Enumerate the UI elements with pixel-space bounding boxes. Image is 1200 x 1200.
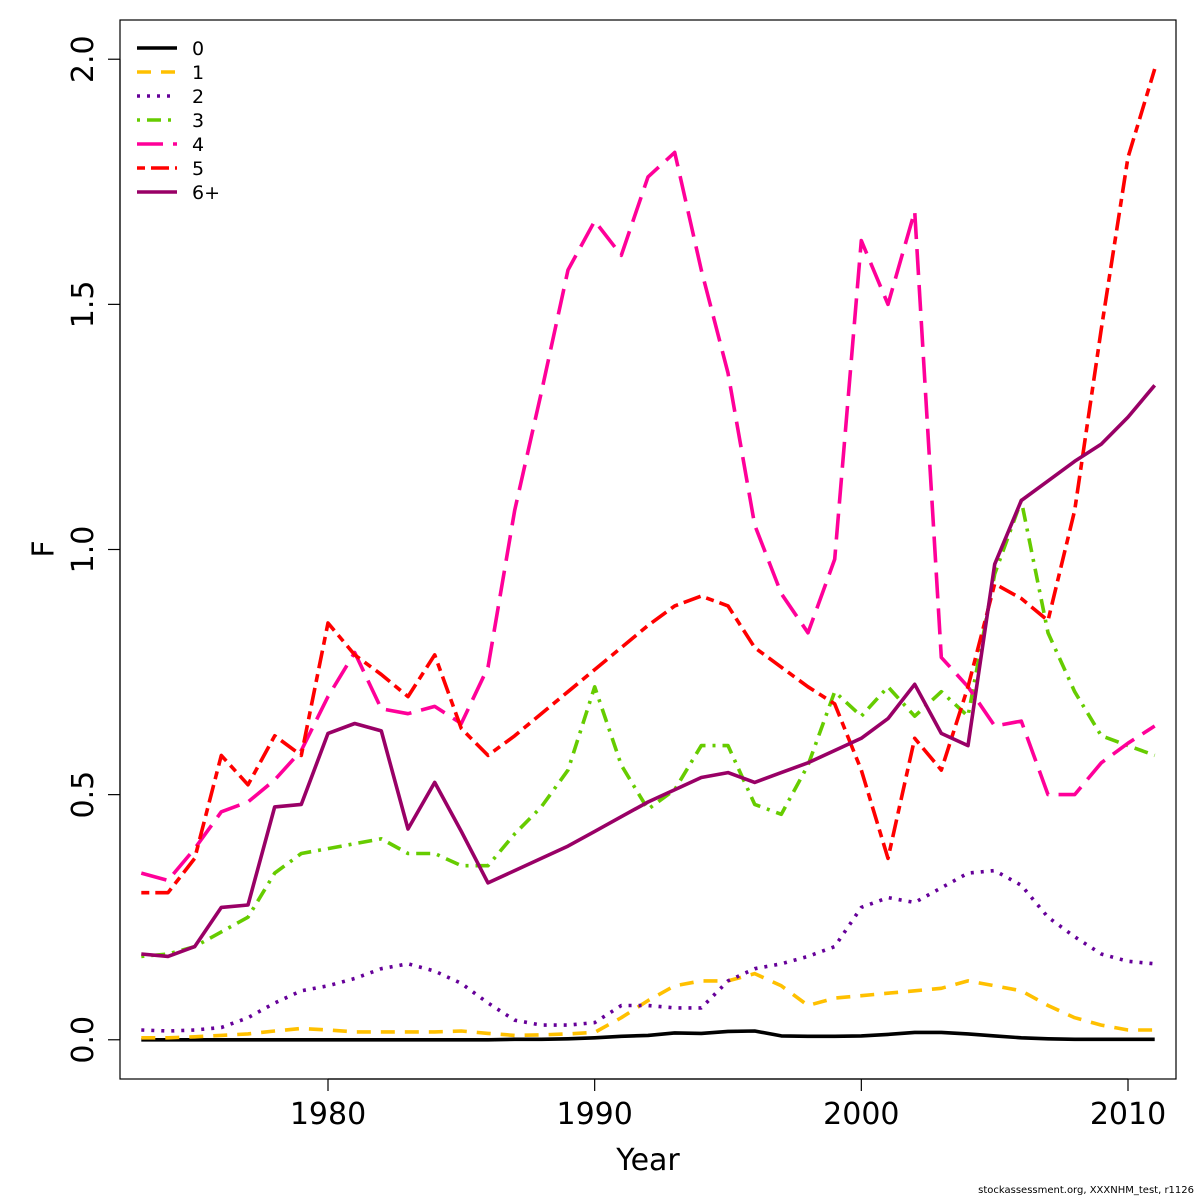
y-tick-label: 0.5 xyxy=(66,771,101,819)
legend-label: 0 xyxy=(192,38,204,60)
y-tick-label: 2.0 xyxy=(66,35,101,83)
series-line-3 xyxy=(141,498,1156,959)
legend-label: 4 xyxy=(192,134,204,156)
x-tick-label: 2010 xyxy=(1090,1097,1166,1132)
series-line-1 xyxy=(141,971,1155,1040)
series-line-4 xyxy=(140,150,1156,883)
footer-credit: stockassessment.org, XXXNHM_test, r1126 xyxy=(978,1185,1194,1196)
x-tick-label: 1990 xyxy=(556,1097,632,1132)
series-line-6plus xyxy=(141,384,1157,959)
y-tick-label: 0.0 xyxy=(66,1016,101,1064)
series-layer xyxy=(140,68,1157,1042)
legend-label: 1 xyxy=(192,62,204,84)
x-axis-title: Year xyxy=(615,1143,680,1178)
y-tick-label: 1.0 xyxy=(66,526,101,574)
legend-label: 3 xyxy=(192,110,204,132)
y-tick-label: 1.5 xyxy=(66,281,101,329)
y-axis-title: F xyxy=(27,540,62,557)
y-axis: 0.0 0.5 1.0 1.5 2.0 xyxy=(66,35,121,1064)
series-line-2 xyxy=(141,868,1155,1033)
legend-label: 2 xyxy=(192,86,204,108)
series-line-5 xyxy=(141,68,1157,895)
series-line-0 xyxy=(141,1029,1155,1042)
x-axis: 1980 1990 2000 2010 xyxy=(290,1078,1166,1132)
legend-label: 6+ xyxy=(192,182,220,204)
x-tick-label: 2000 xyxy=(823,1097,899,1132)
legend-label: 5 xyxy=(192,158,204,180)
x-tick-label: 1980 xyxy=(290,1097,366,1132)
